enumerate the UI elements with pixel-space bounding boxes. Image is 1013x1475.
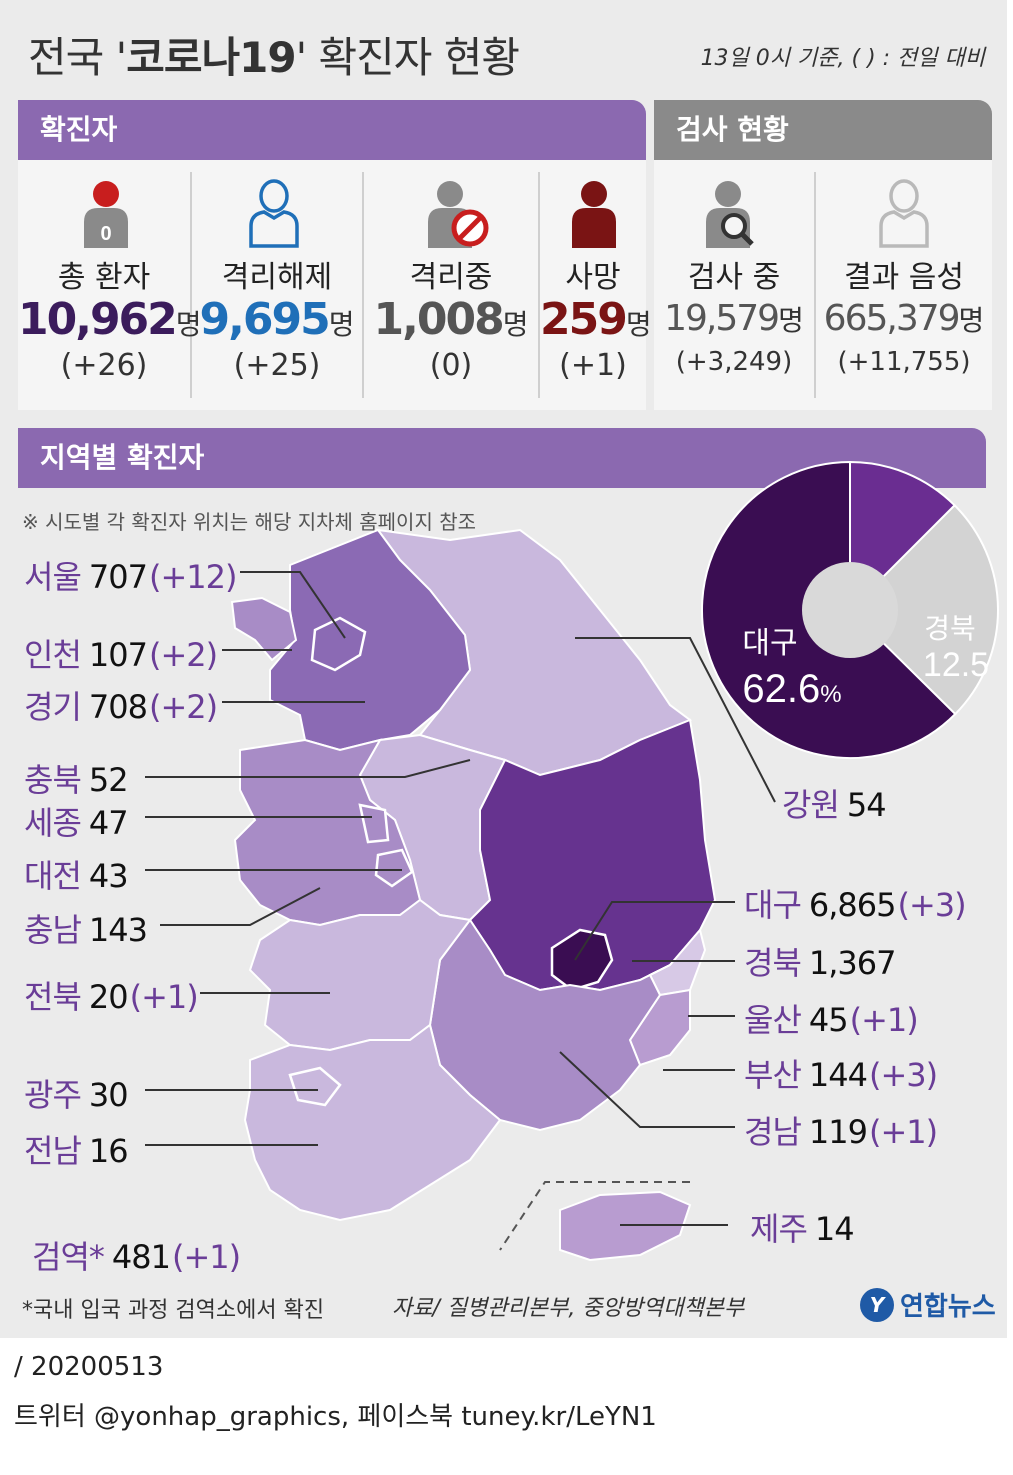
pie-label-daegu-value: 62.6% xyxy=(742,667,841,711)
region-label-jeonnam: 전남 16 xyxy=(24,1132,129,1170)
pie-center-hole xyxy=(802,562,898,658)
daegu-region xyxy=(550,928,614,992)
jeonbuk-region xyxy=(248,898,472,1052)
region-label-gyeongbuk: 경북 1,367 xyxy=(744,944,896,982)
yonhap-logo: Y 연합뉴스 xyxy=(860,1286,996,1323)
region-label-seoul: 서울 707(+12) xyxy=(24,558,237,596)
region-label-gangwon: 강원 54 xyxy=(782,786,887,824)
pie-label-gyeongbuk-name: 경북 xyxy=(924,613,976,644)
daejeon-region xyxy=(374,848,414,888)
region-label-jeonbuk: 전북 20(+1) xyxy=(24,978,199,1016)
date-line: / 20200513 xyxy=(14,1352,164,1382)
person-light-icon xyxy=(879,179,929,248)
region-label-daegu: 대구 6,865(+3) xyxy=(744,886,967,924)
social-line: 트위터 @yonhap_graphics, 페이스북 tuney.kr/LeYN… xyxy=(14,1402,657,1432)
stat-isolated: 격리중 1,008명 (0) xyxy=(373,260,529,384)
test-band: 검사 현황 xyxy=(654,100,992,160)
test-panel xyxy=(654,160,992,410)
confirmed-panel xyxy=(18,160,646,410)
seoul-region xyxy=(310,616,367,672)
region-label-jeju: 제주 14 xyxy=(750,1210,855,1248)
region-note: ※ 시도별 각 확진자 위치는 해당 지차체 홈페이지 참조 xyxy=(22,510,477,534)
region-label-busan: 부산 144(+3) xyxy=(744,1056,938,1094)
stat-negative: 결과 음성 665,379명 (+11,755) xyxy=(823,260,985,377)
region-label-gyeongnam: 경남 119(+1) xyxy=(744,1113,938,1151)
confirmed-band: 확진자 xyxy=(18,100,646,160)
stat-total-patients: 총 환자 10,962명 (+26) xyxy=(18,260,202,384)
region-label-gyeonggi: 경기 708(+2) xyxy=(24,688,218,726)
pie-label-gyeongbuk-value: 12.5 xyxy=(923,646,989,684)
person-outline-icon xyxy=(249,179,299,248)
region-label-incheon: 인천 107(+2) xyxy=(24,636,218,674)
gwangju-region xyxy=(288,1066,342,1107)
region-label-sejong: 세종 47 xyxy=(24,804,129,842)
region-label-chungbuk: 충북 52 xyxy=(24,761,129,799)
page-title: 전국 '코로나19' 확진자 현황 xyxy=(28,33,520,82)
stat-released: 격리해제 9,695명 (+25) xyxy=(199,260,355,384)
region-label-chungnam: 충남 143 xyxy=(24,911,148,949)
stat-testing: 검사 중 19,579명 (+3,249) xyxy=(664,260,804,377)
person-search-icon xyxy=(706,181,754,248)
person-dark-red-icon xyxy=(572,181,616,248)
korea-map xyxy=(145,528,776,1262)
region-label-gwangju: 광주 30 xyxy=(24,1076,129,1114)
region-label-quarantine: 검역* 481(+1) xyxy=(32,1238,241,1276)
infographic-card: 전국 '코로나19' 확진자 현황 13일 0시 기준, ( ) : 전일 대비… xyxy=(0,0,1007,1338)
footnote: *국내 입국 과정 검역소에서 확진 xyxy=(22,1298,325,1323)
source-note: 자료/ 질병관리본부, 중앙방역대책본부 xyxy=(392,1296,745,1321)
sejong-region xyxy=(358,803,390,844)
person-blocked-icon xyxy=(428,181,489,248)
stat-deaths: 사망 259명 (+1) xyxy=(540,260,652,384)
svg-text:0: 0 xyxy=(100,223,111,245)
pie-label-daegu-name: 대구 xyxy=(742,627,797,660)
pie-label-gyeongbuk: 경북 12.5 xyxy=(923,613,989,684)
region-label-daejeon: 대전 43 xyxy=(24,857,129,895)
region-label-ulsan: 울산 45(+1) xyxy=(744,1001,919,1039)
pie-label-daegu: 대구 62.6% xyxy=(742,627,841,711)
share-pie-chart: 대구 62.6% 경북 12.5 xyxy=(701,460,999,759)
as-of-note: 13일 0시 기준, ( ) : 전일 대비 xyxy=(700,46,985,71)
patient-icon: 0 xyxy=(84,181,128,248)
pie-slice-other xyxy=(848,503,999,716)
globe-icon: Y xyxy=(860,1287,894,1322)
